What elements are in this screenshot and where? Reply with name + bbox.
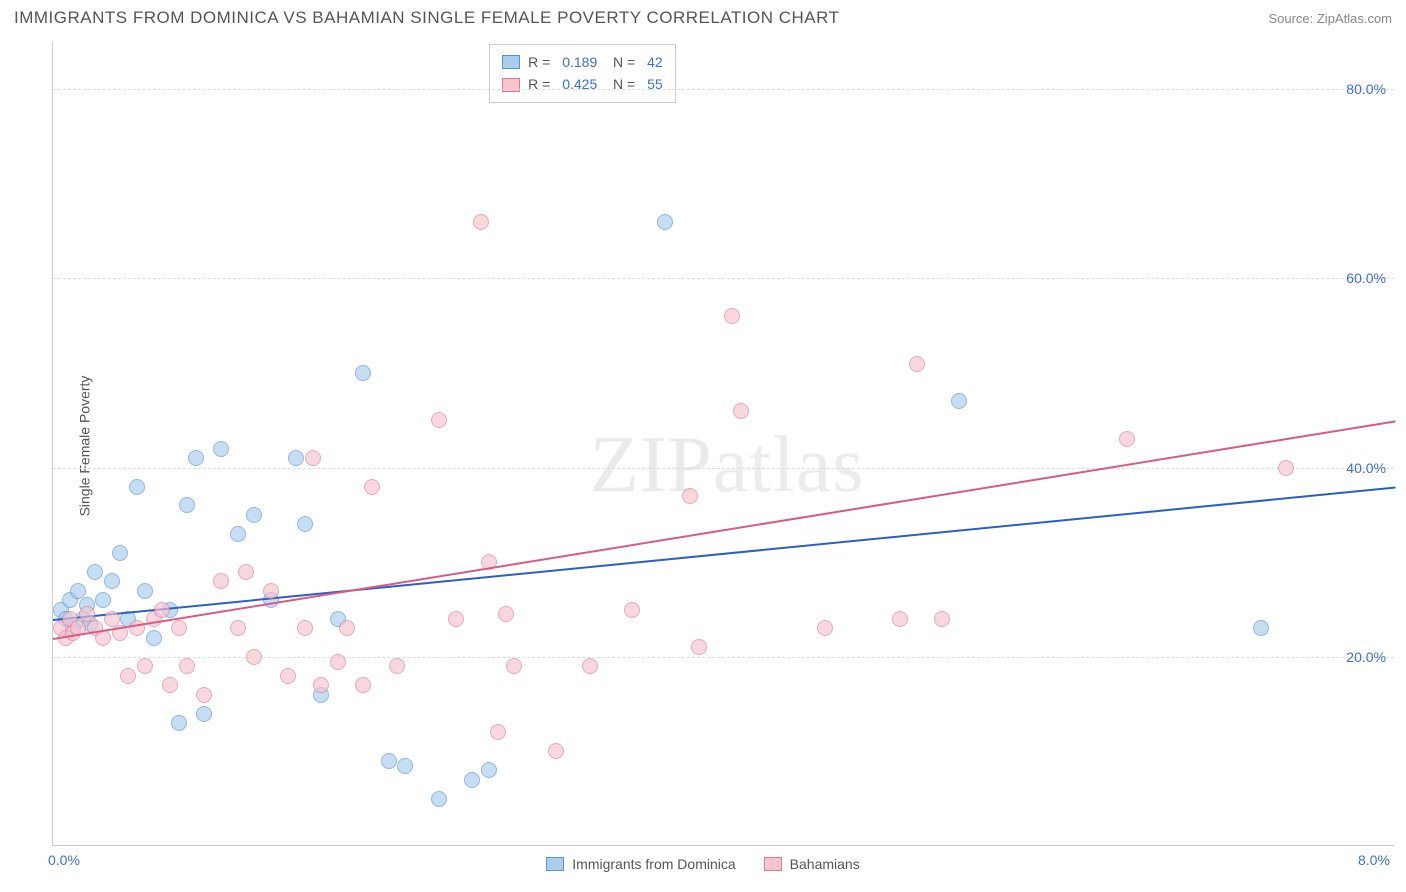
data-point [381, 753, 397, 769]
gridline [53, 89, 1394, 90]
scatter-chart: ZIPatlas R = 0.189 N = 42R = 0.425 N = 5… [52, 42, 1394, 846]
data-point [95, 592, 111, 608]
data-point [112, 545, 128, 561]
legend-n-label: N = [605, 51, 639, 73]
gridline [53, 468, 1394, 469]
data-point [817, 620, 833, 636]
data-point [104, 573, 120, 589]
legend-swatch [764, 857, 782, 871]
data-point [892, 611, 908, 627]
legend-swatch [502, 55, 520, 69]
y-tick-label: 40.0% [1346, 460, 1386, 476]
x-tick-min: 0.0% [48, 852, 80, 868]
legend-label: Bahamians [790, 856, 860, 872]
data-point [951, 393, 967, 409]
legend-r-label: R = [528, 73, 554, 95]
legend-swatch [546, 857, 564, 871]
data-point [582, 658, 598, 674]
data-point [397, 758, 413, 774]
data-point [724, 308, 740, 324]
data-point [909, 356, 925, 372]
legend-n-value: 42 [647, 51, 663, 73]
data-point [490, 724, 506, 740]
data-point [355, 365, 371, 381]
data-point [179, 658, 195, 674]
data-point [355, 677, 371, 693]
data-point [682, 488, 698, 504]
legend-n-label: N = [605, 73, 639, 95]
legend-n-value: 55 [647, 73, 663, 95]
data-point [431, 412, 447, 428]
data-point [481, 762, 497, 778]
data-point [129, 479, 145, 495]
x-tick-max: 8.0% [1358, 852, 1390, 868]
trend-line [53, 420, 1395, 640]
data-point [297, 516, 313, 532]
data-point [146, 630, 162, 646]
legend-item: Immigrants from Dominica [546, 856, 735, 872]
data-point [691, 639, 707, 655]
data-point [213, 573, 229, 589]
data-point [339, 620, 355, 636]
data-point [305, 450, 321, 466]
data-point [171, 715, 187, 731]
data-point [179, 497, 195, 513]
data-point [263, 583, 279, 599]
data-point [230, 620, 246, 636]
y-tick-label: 20.0% [1346, 649, 1386, 665]
data-point [196, 687, 212, 703]
data-point [464, 772, 480, 788]
data-point [297, 620, 313, 636]
y-tick-label: 60.0% [1346, 270, 1386, 286]
data-point [431, 791, 447, 807]
data-point [280, 668, 296, 684]
data-point [87, 564, 103, 580]
data-point [137, 583, 153, 599]
page-title: IMMIGRANTS FROM DOMINICA VS BAHAMIAN SIN… [14, 8, 839, 28]
data-point [137, 658, 153, 674]
y-tick-label: 80.0% [1346, 81, 1386, 97]
series-legend: Immigrants from Dominica Bahamians [0, 856, 1406, 874]
data-point [448, 611, 464, 627]
gridline [53, 278, 1394, 279]
data-point [246, 507, 262, 523]
data-point [657, 214, 673, 230]
legend-row: R = 0.189 N = 42 [502, 51, 663, 73]
data-point [213, 441, 229, 457]
legend-r-value: 0.425 [562, 73, 597, 95]
stats-legend: R = 0.189 N = 42R = 0.425 N = 55 [489, 44, 676, 103]
data-point [162, 677, 178, 693]
data-point [733, 403, 749, 419]
data-point [196, 706, 212, 722]
data-point [934, 611, 950, 627]
source-label: Source: ZipAtlas.com [1268, 11, 1392, 26]
data-point [506, 658, 522, 674]
data-point [1278, 460, 1294, 476]
data-point [171, 620, 187, 636]
data-point [313, 677, 329, 693]
legend-r-value: 0.189 [562, 51, 597, 73]
data-point [498, 606, 514, 622]
data-point [238, 564, 254, 580]
data-point [230, 526, 246, 542]
data-point [1253, 620, 1269, 636]
data-point [364, 479, 380, 495]
legend-r-label: R = [528, 51, 554, 73]
watermark: ZIPatlas [590, 420, 865, 511]
data-point [473, 214, 489, 230]
data-point [389, 658, 405, 674]
data-point [288, 450, 304, 466]
data-point [1119, 431, 1135, 447]
legend-item: Bahamians [764, 856, 860, 872]
data-point [624, 602, 640, 618]
data-point [548, 743, 564, 759]
legend-label: Immigrants from Dominica [572, 856, 735, 872]
legend-row: R = 0.425 N = 55 [502, 73, 663, 95]
data-point [330, 654, 346, 670]
data-point [154, 602, 170, 618]
data-point [120, 668, 136, 684]
data-point [246, 649, 262, 665]
data-point [188, 450, 204, 466]
